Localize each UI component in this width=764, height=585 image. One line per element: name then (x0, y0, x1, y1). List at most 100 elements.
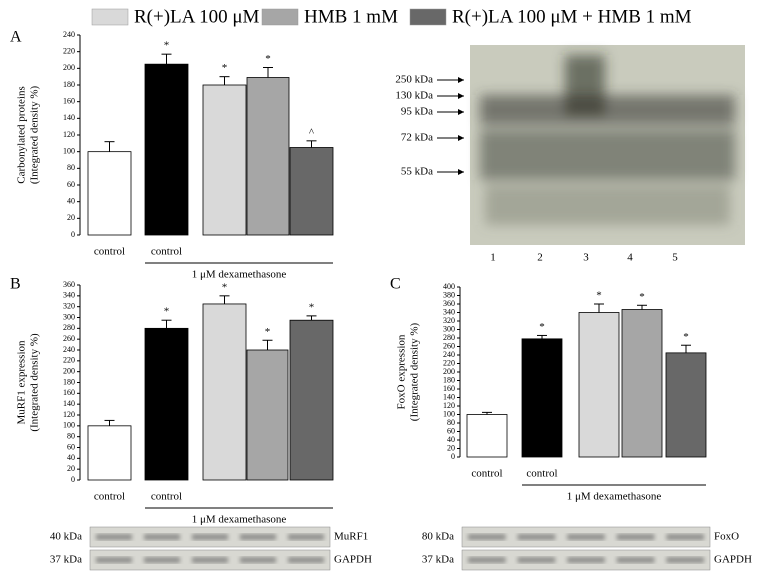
blot-name: GAPDH (334, 554, 372, 566)
y-tick-label: 180 (63, 377, 75, 386)
blot-band (517, 557, 556, 563)
y-axis-label: FoxO expression (396, 334, 408, 409)
y-tick-label: 160 (443, 384, 455, 393)
blot-size: 37 kDa (50, 554, 82, 566)
blot-marker: 95 kDa (401, 106, 433, 118)
y-tick-label: 360 (63, 280, 75, 289)
y-tick-label: 100 (63, 146, 75, 155)
y-tick-label: 60 (447, 426, 455, 435)
y-axis-label: Carbonylated proteins (16, 86, 28, 183)
y-tick-label: 340 (443, 307, 455, 316)
arrow-head (458, 77, 464, 83)
x-tick-label: control (151, 246, 182, 258)
y-tick-label: 280 (443, 333, 455, 342)
y-tick-label: 120 (63, 130, 75, 139)
y-tick-label: 260 (63, 334, 75, 343)
y-tick-label: 220 (63, 356, 75, 365)
y-tick-label: 400 (443, 282, 455, 291)
significance-mark: ^ (309, 126, 315, 138)
y-tick-label: 0 (451, 452, 455, 461)
y-tick-label: 40 (67, 196, 75, 205)
bar (144, 327, 189, 481)
bar (578, 312, 620, 458)
blot-band (144, 534, 180, 540)
blot-name: FoxO (714, 531, 739, 543)
blot-band (288, 557, 324, 563)
y-tick-label: 360 (443, 299, 455, 308)
y-tick-label: 320 (63, 301, 75, 310)
blot-band (192, 557, 228, 563)
significance-mark: * (683, 331, 689, 343)
y-tick-label: 380 (443, 290, 455, 299)
significance-mark: * (309, 301, 315, 313)
y-tick-label: 60 (67, 180, 75, 189)
y-tick-label: 100 (443, 409, 455, 418)
y-tick-label: 20 (67, 464, 75, 473)
y-tick-label: 40 (447, 435, 455, 444)
bar (87, 425, 132, 481)
y-tick-label: 120 (63, 410, 75, 419)
blot-band (468, 557, 506, 563)
significance-mark: * (222, 62, 228, 74)
x-tick-label: control (471, 468, 502, 480)
bar (202, 303, 247, 481)
y-axis-label: (Integrated density %) (29, 333, 41, 432)
y-tick-label: 240 (63, 30, 75, 39)
significance-mark: * (222, 281, 228, 293)
blot-band (240, 557, 276, 563)
bar (289, 147, 334, 236)
y-tick-label: 180 (443, 375, 455, 384)
lane-label: 3 (583, 252, 589, 264)
blot-band (288, 534, 324, 540)
blot-band (468, 534, 506, 540)
legend-swatch (409, 8, 447, 26)
lane-label: 4 (627, 252, 633, 264)
y-tick-label: 100 (63, 421, 75, 430)
legend-label: R(+)LA 100 μM + HMB 1 mM (452, 6, 692, 27)
blot-band (666, 534, 704, 540)
y-tick-label: 200 (63, 366, 75, 375)
bar (621, 309, 663, 458)
bar (246, 349, 289, 481)
significance-mark: * (265, 326, 271, 338)
y-tick-label: 180 (63, 80, 75, 89)
blot-marker: 72 kDa (401, 132, 433, 144)
y-tick-label: 80 (67, 163, 75, 172)
blot-band (144, 557, 180, 563)
y-tick-label: 340 (63, 291, 75, 300)
arrow-head (458, 93, 464, 99)
bar (466, 414, 508, 458)
y-tick-label: 20 (447, 443, 455, 452)
y-tick-label: 220 (63, 46, 75, 55)
y-tick-label: 0 (71, 475, 75, 484)
significance-mark: * (265, 53, 271, 65)
bar (202, 84, 247, 236)
y-tick-label: 300 (443, 324, 455, 333)
significance-mark: * (596, 290, 602, 302)
y-tick-label: 20 (67, 213, 75, 222)
group-label: 1 μM dexamethasone (192, 269, 287, 281)
y-tick-label: 320 (443, 316, 455, 325)
arrow-head (458, 109, 464, 115)
y-tick-label: 0 (71, 230, 75, 239)
blot-band (616, 534, 655, 540)
y-tick-label: 200 (63, 63, 75, 72)
significance-mark: * (539, 321, 545, 333)
y-axis-label: (Integrated density %) (409, 322, 421, 421)
y-tick-label: 60 (67, 442, 75, 451)
y-tick-label: 260 (443, 341, 455, 350)
blot-marker: 130 kDa (395, 90, 433, 102)
y-tick-label: 240 (63, 345, 75, 354)
bar (87, 151, 132, 236)
x-tick-label: control (151, 491, 182, 503)
y-tick-label: 80 (67, 431, 75, 440)
blot-band (96, 534, 132, 540)
legend-label: HMB 1 mM (304, 6, 398, 27)
blot-band (616, 557, 655, 563)
y-tick-label: 160 (63, 96, 75, 105)
bar (246, 77, 290, 236)
panel-label: C (390, 276, 401, 293)
lane-label: 1 (490, 252, 496, 264)
blot-band (567, 557, 605, 563)
